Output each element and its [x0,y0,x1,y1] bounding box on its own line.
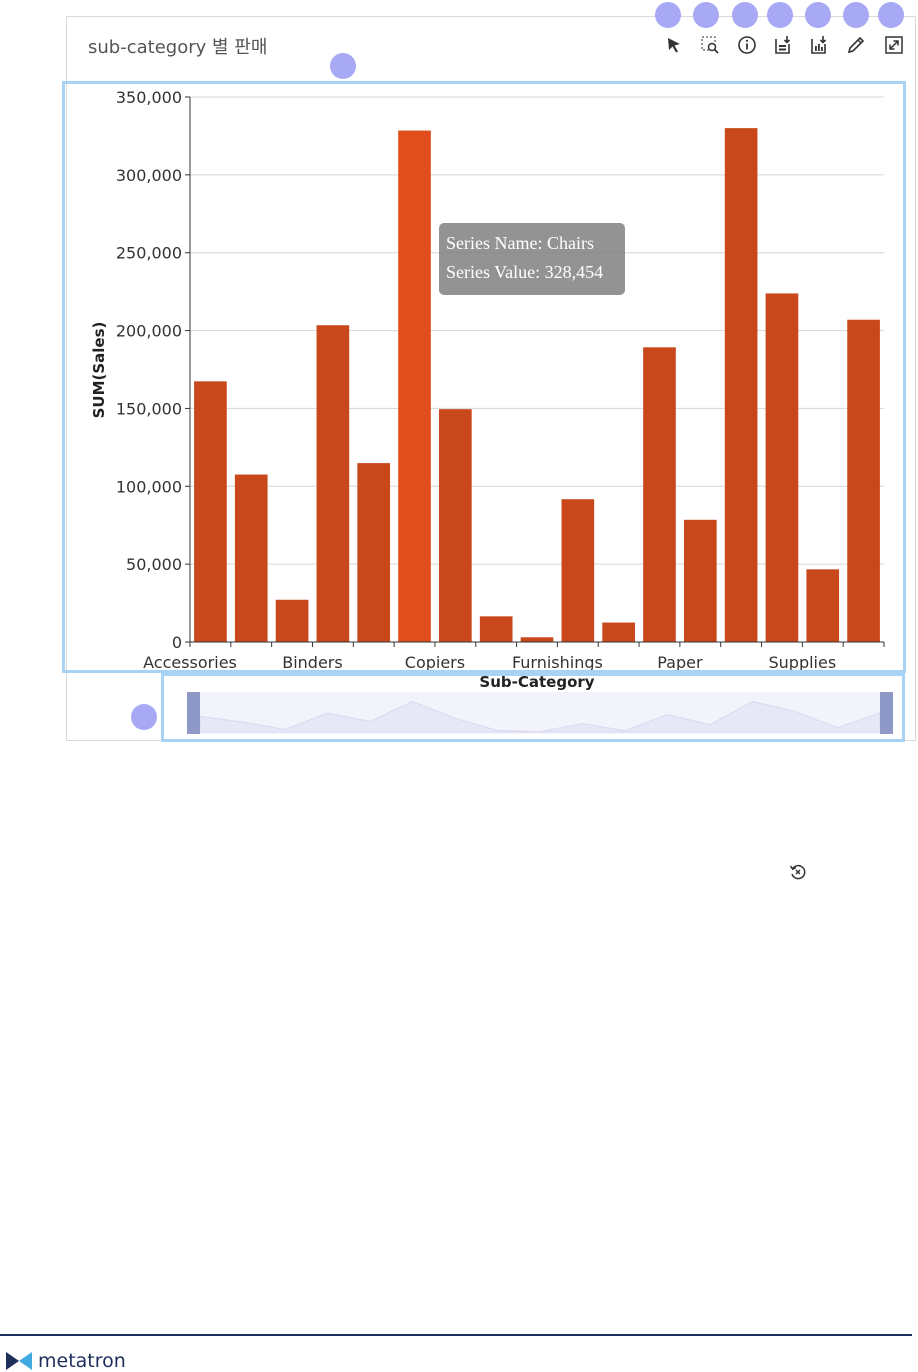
footer-divider [0,1334,912,1336]
y-axis-ticks: 0 50,000 100,000 150,000 200,000 250,000 300,0… [116,88,190,652]
tooltip-series-value: Series Value: 328,454 [446,262,604,282]
bar[interactable] [398,130,431,642]
bar[interactable] [683,519,717,642]
slider-data-shadow [199,700,881,733]
y-tick-label: 150,000 [116,399,182,418]
bars [194,128,880,642]
y-axis-label: SUM(Sales) [90,322,108,419]
x-tick-label: Accessories [143,653,237,672]
y-tick-label: 200,000 [116,322,182,341]
y-tick-label: 0 [172,633,182,652]
chart-area-highlight [62,81,906,673]
bar[interactable] [357,463,391,642]
bar[interactable] [275,599,309,642]
bar[interactable] [602,622,635,642]
metatron-logo-icon [6,1352,32,1370]
info-icon[interactable] [736,34,758,56]
reset-icon[interactable] [788,862,810,884]
toolbar-marker [655,2,681,28]
y-tick-label: 100,000 [116,477,182,496]
toolbar-marker [767,2,793,28]
x-axis-label: Sub-Category [479,673,594,691]
chart-tooltip: Series Name: Chairs Series Value: 328,45… [439,223,625,295]
bar[interactable] [561,499,595,642]
bar-chart: 0 50,000 100,000 150,000 200,000 250,000 300,0… [90,88,893,734]
y-tick-label: 350,000 [116,88,182,107]
x-axis-ticks: Accessories Binders Copiers Furnishings Pape… [143,642,885,672]
toolbar-marker [732,2,758,28]
toolbar-marker [878,2,904,28]
x-tick-label: Furnishings [512,653,603,672]
chart-area-marker [330,53,356,79]
toolbar-marker [843,2,869,28]
bar[interactable] [194,381,227,642]
bar[interactable] [847,319,880,642]
toolbar-marker [693,2,719,28]
x-tick-label: Supplies [769,653,837,672]
x-tick-label: Paper [657,653,703,672]
bar[interactable] [520,637,554,642]
y-tick-label: 300,000 [116,166,182,185]
footer-logo: metatron [6,1350,126,1372]
tooltip-series-name: Series Name: Chairs [446,233,594,253]
edit-pencil-icon[interactable] [845,34,867,56]
x-tick-label: Binders [282,653,342,672]
y-tick-label: 50,000 [126,555,182,574]
slider-handle-right[interactable] [880,692,893,734]
slider-handle-left[interactable] [187,692,200,734]
widget-title: sub-category 별 판매 [88,37,268,58]
bar[interactable] [765,293,799,642]
slider-highlight [161,673,905,742]
y-tick-label: 250,000 [116,244,182,263]
cursor-pointer-icon[interactable] [663,34,685,56]
zoom-select-icon[interactable] [699,34,721,56]
bar[interactable] [724,128,758,642]
download-data-icon[interactable] [772,34,794,56]
x-tick-label: Copiers [405,653,465,672]
bar[interactable] [316,325,350,642]
bar[interactable] [806,569,840,642]
bar[interactable] [479,616,513,642]
slider-marker [131,704,157,730]
bar[interactable] [439,409,472,642]
bar[interactable] [643,347,676,642]
toolbar-marker [805,2,831,28]
footer-brand: metatron [38,1350,126,1372]
range-slider[interactable] [187,692,893,734]
download-chart-icon[interactable] [808,34,830,56]
expand-icon[interactable] [883,34,905,56]
bar[interactable] [234,474,268,642]
